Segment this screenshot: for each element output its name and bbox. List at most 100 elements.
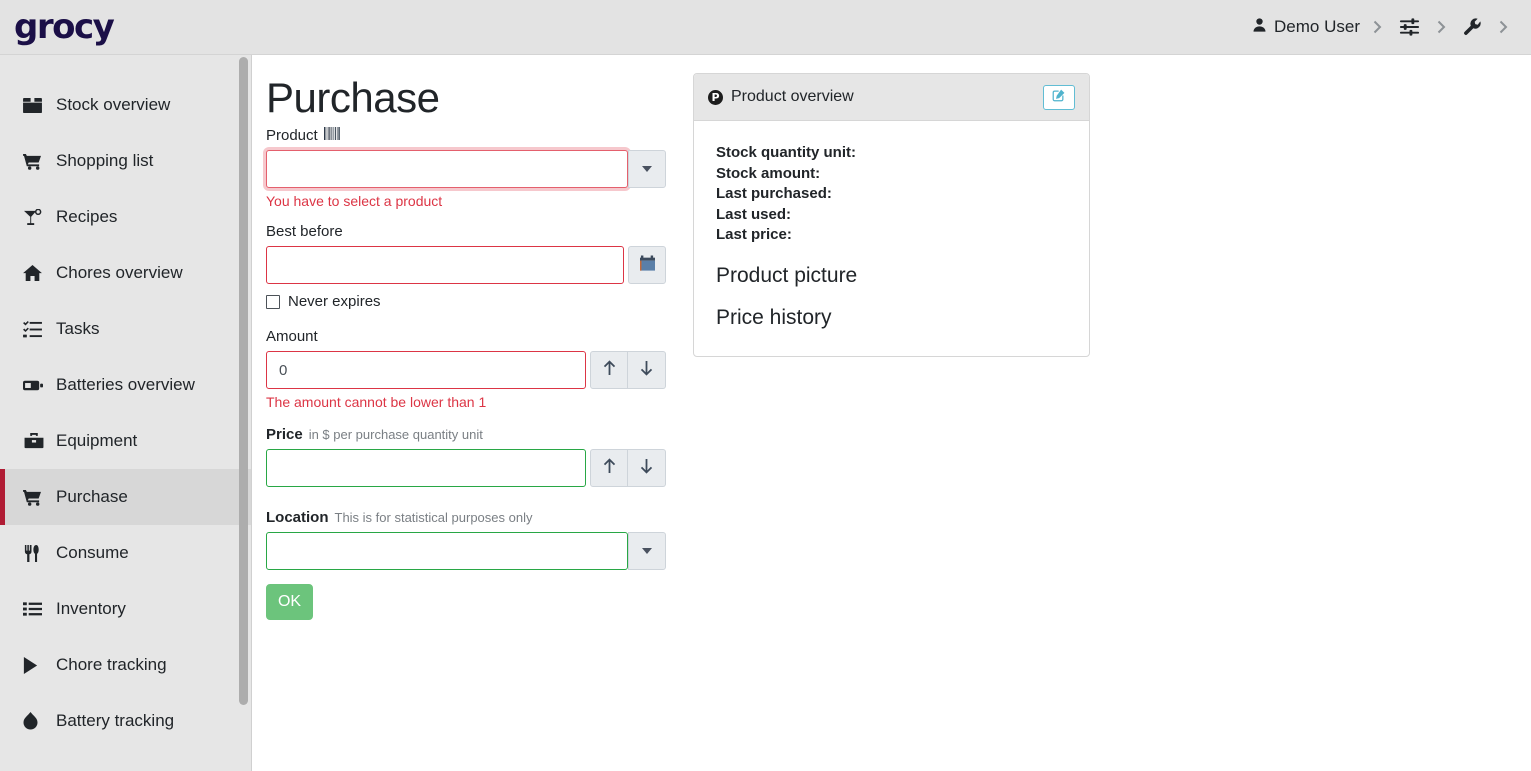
sidebar-item-stock-overview[interactable]: Stock overview [0, 77, 251, 133]
top-navbar: grocy Demo User [0, 0, 1531, 55]
price-history-heading: Price history [716, 305, 832, 329]
sidebar-item-label: Recipes [56, 207, 118, 226]
amount-label-row: Amount [266, 328, 666, 345]
sidebar-item-inventory[interactable]: Inventory [0, 581, 251, 637]
last-price-row: Last price: [716, 226, 792, 244]
product-dropdown-button[interactable] [628, 150, 666, 188]
sidebar-item-batteries-overview[interactable]: Batteries overview [0, 357, 251, 413]
chevron-right-icon-user[interactable] [1364, 20, 1391, 34]
product-label-row: Product [266, 127, 666, 144]
sidebar-item-tasks[interactable]: Tasks [0, 301, 251, 357]
navbar-user-group[interactable]: Demo User [1248, 0, 1391, 54]
sidebar-item-consume[interactable]: Consume [0, 525, 251, 581]
product-input[interactable] [266, 150, 629, 188]
submit-button[interactable]: OK [266, 584, 313, 620]
page-title: Purchase [266, 74, 440, 121]
caret-down-icon [642, 548, 653, 554]
edit-product-button[interactable] [1043, 84, 1075, 110]
arrow-down-icon [639, 360, 654, 381]
amount-error-message: The amount cannot be lower than 1 [266, 394, 487, 410]
location-label: Location [266, 509, 329, 526]
sliders-icon[interactable] [1391, 18, 1428, 36]
edit-pencil-square-icon [1052, 88, 1066, 107]
arrow-down-icon [639, 458, 654, 479]
sidebar-item-label: Stock overview [56, 95, 171, 114]
barcode-icon[interactable] [323, 127, 340, 144]
tasks-icon [23, 320, 45, 338]
price-input-row [266, 449, 666, 487]
calendar-icon [639, 255, 655, 276]
product-overview-title-group: P Product overview [708, 88, 854, 106]
user-menu[interactable]: Demo User [1248, 17, 1364, 38]
sidebar-item-recipes[interactable]: Recipes [0, 189, 251, 245]
price-input[interactable] [266, 449, 586, 487]
main-content: Purchase Product [252, 55, 1531, 771]
location-hint: This is for statistical purposes only [334, 510, 533, 525]
user-icon [1252, 17, 1267, 38]
list-icon [23, 601, 45, 617]
product-label: Product [266, 127, 318, 144]
form-group-location: Location This is for statistical purpose… [266, 509, 666, 570]
brand-logo[interactable]: grocy [14, 7, 115, 47]
sidebar: Stock overview Shopping list Recipes [0, 55, 252, 771]
navbar-tools-group[interactable] [1455, 0, 1517, 54]
price-hint: in $ per purchase quantity unit [308, 427, 483, 442]
navbar-settings-group[interactable] [1391, 0, 1455, 54]
user-name-label: Demo User [1274, 17, 1360, 36]
product-overview-header: P Product overview [694, 74, 1089, 121]
sidebar-item-battery-tracking[interactable]: Battery tracking [0, 693, 251, 749]
price-label-row: Price in $ per purchase quantity unit [266, 426, 666, 443]
price-increment-button[interactable] [590, 449, 628, 487]
toolbox-icon [24, 432, 44, 448]
never-expires-checkbox[interactable] [266, 294, 280, 309]
product-picture-heading: Product picture [716, 263, 858, 287]
box-icon [23, 97, 45, 114]
cart-icon [23, 489, 45, 506]
sidebar-item-purchase[interactable]: Purchase [0, 469, 251, 525]
sidebar-item-label: Shopping list [56, 151, 154, 170]
location-label-row: Location This is for statistical purpose… [266, 509, 666, 526]
sidebar-item-label: Consume [56, 543, 129, 562]
home-icon [23, 264, 45, 282]
sidebar-item-equipment[interactable]: Equipment [0, 413, 251, 469]
product-overview-body: Stock quantity unit: Stock amount: Last … [694, 121, 1089, 356]
price-label: Price [266, 426, 303, 443]
product-overview-card: P Product overview Stock quantity unit: … [693, 73, 1090, 357]
stock-amount-row: Stock amount: [716, 164, 821, 182]
amount-decrement-button[interactable] [628, 351, 666, 389]
sidebar-scrollbar[interactable] [239, 57, 248, 705]
amount-input-row [266, 351, 666, 389]
form-group-product: Product [266, 127, 666, 209]
amount-increment-button[interactable] [590, 351, 628, 389]
chevron-right-icon-tools[interactable] [1490, 20, 1517, 34]
best-before-label: Best before [266, 223, 343, 240]
product-input-row [266, 150, 666, 188]
cocktail-icon [23, 208, 45, 226]
product-error-message: You have to select a product [266, 193, 443, 209]
product-overview-title: Product overview [731, 88, 854, 105]
arrow-up-icon [602, 359, 617, 381]
play-icon [23, 656, 45, 674]
sidebar-item-label: Tasks [56, 319, 100, 338]
amount-label: Amount [266, 328, 318, 345]
sidebar-item-shopping-list[interactable]: Shopping list [0, 133, 251, 189]
sidebar-item-label: Battery tracking [56, 711, 175, 730]
best-before-input-row [266, 246, 666, 284]
amount-input[interactable] [266, 351, 586, 389]
best-before-calendar-button[interactable] [628, 246, 666, 284]
form-group-best-before: Best before [266, 223, 666, 310]
never-expires-row[interactable]: Never expires [266, 293, 666, 310]
location-dropdown-button[interactable] [628, 532, 666, 570]
price-decrement-button[interactable] [628, 449, 666, 487]
location-input[interactable] [266, 532, 629, 570]
sidebar-item-label: Batteries overview [56, 375, 195, 394]
last-used-row: Last used: [716, 205, 792, 223]
chevron-right-icon-settings[interactable] [1428, 20, 1455, 34]
sidebar-item-label: Equipment [56, 431, 138, 450]
sidebar-item-chores-overview[interactable]: Chores overview [0, 245, 251, 301]
best-before-label-row: Best before [266, 223, 666, 240]
best-before-input[interactable] [266, 246, 625, 284]
sidebar-item-label: Chore tracking [56, 655, 167, 674]
wrench-icon[interactable] [1455, 17, 1490, 37]
sidebar-item-chore-tracking[interactable]: Chore tracking [0, 637, 251, 693]
